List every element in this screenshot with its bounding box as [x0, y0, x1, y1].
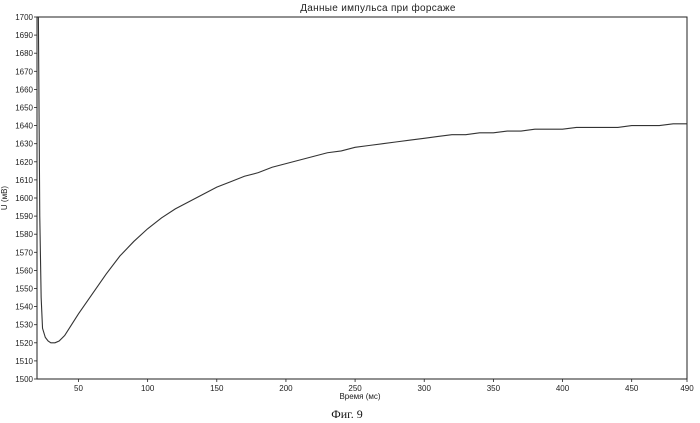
- x-tick-label: 100: [141, 384, 155, 393]
- y-tick-label: 1600: [15, 194, 33, 203]
- y-tick-label: 1700: [15, 13, 33, 22]
- y-tick-label: 1500: [15, 375, 33, 384]
- y-axis-label: U (мВ): [0, 186, 9, 211]
- x-tick-label: 50: [74, 384, 83, 393]
- plot-area: [37, 17, 687, 379]
- y-tick-label: 1570: [15, 248, 33, 257]
- y-tick-label: 1630: [15, 140, 33, 149]
- x-tick-label: 150: [210, 384, 224, 393]
- x-axis: 50100150200250300350400450490: [74, 379, 694, 393]
- y-tick-label: 1660: [15, 85, 33, 94]
- y-tick-label: 1640: [15, 122, 33, 131]
- y-tick-label: 1620: [15, 158, 33, 167]
- y-tick-label: 1540: [15, 303, 33, 312]
- y-tick-label: 1580: [15, 230, 33, 239]
- y-tick-label: 1560: [15, 266, 33, 275]
- y-tick-label: 1670: [15, 67, 33, 76]
- y-axis: 1500 1510 1520 1530 1540 1550 1560 1570 1580 1590…: [15, 13, 37, 384]
- y-tick-label: 1550: [15, 285, 33, 294]
- y-tick-label: 1590: [15, 212, 33, 221]
- x-tick-label: 200: [279, 384, 293, 393]
- x-tick-label: 400: [556, 384, 570, 393]
- x-tick-label: 300: [418, 384, 432, 393]
- y-tick-label: 1690: [15, 31, 33, 40]
- y-tick-label: 1510: [15, 357, 33, 366]
- x-tick-label: 450: [625, 384, 639, 393]
- y-tick-label: 1520: [15, 339, 33, 348]
- y-tick-label: 1680: [15, 49, 33, 58]
- chart-title: Данные импульса при форсаже: [300, 2, 456, 14]
- y-tick-label: 1610: [15, 176, 33, 185]
- x-tick-label: 350: [487, 384, 501, 393]
- y-tick-label: 1530: [15, 321, 33, 330]
- figure-caption: Фиг. 9: [331, 407, 362, 421]
- y-tick-label: 1650: [15, 104, 33, 113]
- series-line: [38, 17, 687, 343]
- x-tick-label: 490: [680, 384, 694, 393]
- x-axis-label: Время (мс): [339, 392, 380, 401]
